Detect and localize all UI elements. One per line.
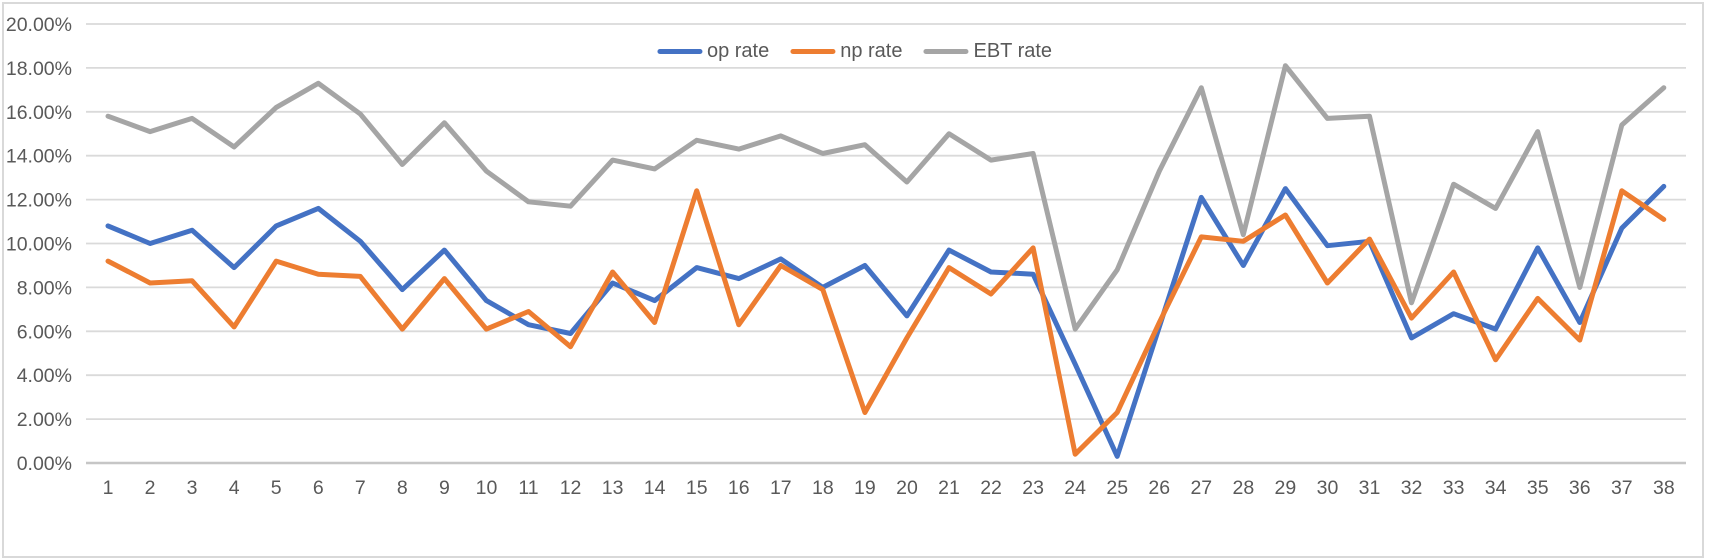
- x-axis-tick-label: 26: [1148, 477, 1170, 499]
- x-axis-tick-label: 17: [770, 477, 792, 499]
- legend-label-op-rate: op rate: [706, 39, 770, 62]
- y-axis-tick-label: 20.00%: [6, 14, 72, 36]
- y-axis-tick-label: 2.00%: [17, 409, 72, 431]
- series-line-ebt-rate: [105, 63, 1667, 332]
- legend-item-ebt-rate: EBT rate: [923, 40, 1052, 63]
- y-axis-tick-label: 16.00%: [6, 102, 72, 124]
- x-axis-tick-label: 10: [476, 477, 498, 499]
- x-axis-tick-label: 37: [1611, 477, 1633, 499]
- x-axis-tick-label: 34: [1485, 477, 1507, 499]
- x-axis-tick-label: 23: [1022, 477, 1044, 499]
- op-rate-line-marker-icon: [656, 48, 702, 54]
- series-line-op-rate: [105, 183, 1667, 459]
- x-axis-tick-label: 8: [397, 477, 408, 499]
- x-axis-tick-label: 32: [1401, 477, 1423, 499]
- x-axis-tick-label: 4: [229, 477, 240, 499]
- y-axis-tick-label: 8.00%: [17, 277, 72, 299]
- legend-label-np-rate: np rate: [840, 39, 903, 62]
- x-axis-tick-label: 27: [1190, 477, 1212, 499]
- x-axis-tick-label: 24: [1064, 477, 1086, 499]
- ebt-rate-line-marker-icon: [923, 48, 969, 54]
- y-axis-tick-label: 10.00%: [6, 234, 72, 256]
- x-axis-tick-label: 6: [313, 477, 324, 499]
- x-axis-tick-label: 22: [980, 477, 1002, 499]
- x-axis-tick-label: 20: [896, 477, 918, 499]
- x-axis-tick-label: 29: [1275, 477, 1297, 499]
- x-axis-tick-label: 15: [686, 477, 708, 499]
- x-axis-tick-label: 7: [355, 477, 366, 499]
- x-axis-tick-label: 31: [1359, 477, 1381, 499]
- x-axis-tick-label: 21: [938, 477, 960, 499]
- y-axis-tick-label: 12.00%: [6, 190, 72, 212]
- x-axis-tick-label: 36: [1569, 477, 1591, 499]
- x-axis-tick-label: 12: [560, 477, 582, 499]
- x-axis-tick-label: 3: [187, 477, 198, 499]
- x-axis-tick-label: 11: [518, 477, 538, 499]
- legend-item-np-rate: np rate: [790, 40, 902, 63]
- y-axis-tick-label: 4.00%: [17, 365, 72, 387]
- np-rate-line-marker-icon: [790, 48, 836, 54]
- y-axis-tick-label: 0.00%: [17, 453, 72, 475]
- x-axis-tick-label: 19: [854, 477, 876, 499]
- x-axis-tick-label: 5: [271, 477, 282, 499]
- y-axis-tick-label: 18.00%: [6, 58, 72, 80]
- x-axis-tick-label: 16: [728, 477, 750, 499]
- x-axis-tick-label: 9: [439, 477, 450, 499]
- x-axis-tick-label: 38: [1653, 477, 1675, 499]
- x-axis-tick-label: 35: [1527, 477, 1549, 499]
- x-axis-tick-label: 2: [145, 477, 156, 499]
- x-axis-tick-label: 13: [602, 477, 624, 499]
- y-axis-tick-label: 14.00%: [6, 146, 72, 168]
- chart-legend: op rate np rate EBT rate: [656, 39, 1052, 63]
- x-axis-tick-label: 33: [1443, 477, 1465, 499]
- x-axis-tick-label: 28: [1232, 477, 1254, 499]
- x-axis-tick-label: 18: [812, 477, 834, 499]
- x-axis-tick-label: 14: [644, 477, 666, 499]
- legend-label-ebt-rate: EBT rate: [973, 39, 1053, 62]
- x-axis-tick-label: 25: [1106, 477, 1128, 499]
- y-axis-tick-label: 6.00%: [17, 321, 72, 343]
- x-axis-tick-label: 1: [103, 477, 114, 499]
- legend-item-op-rate: op rate: [656, 39, 770, 63]
- x-axis-tick-label: 30: [1317, 477, 1339, 499]
- series-line-np-rate: [105, 188, 1667, 457]
